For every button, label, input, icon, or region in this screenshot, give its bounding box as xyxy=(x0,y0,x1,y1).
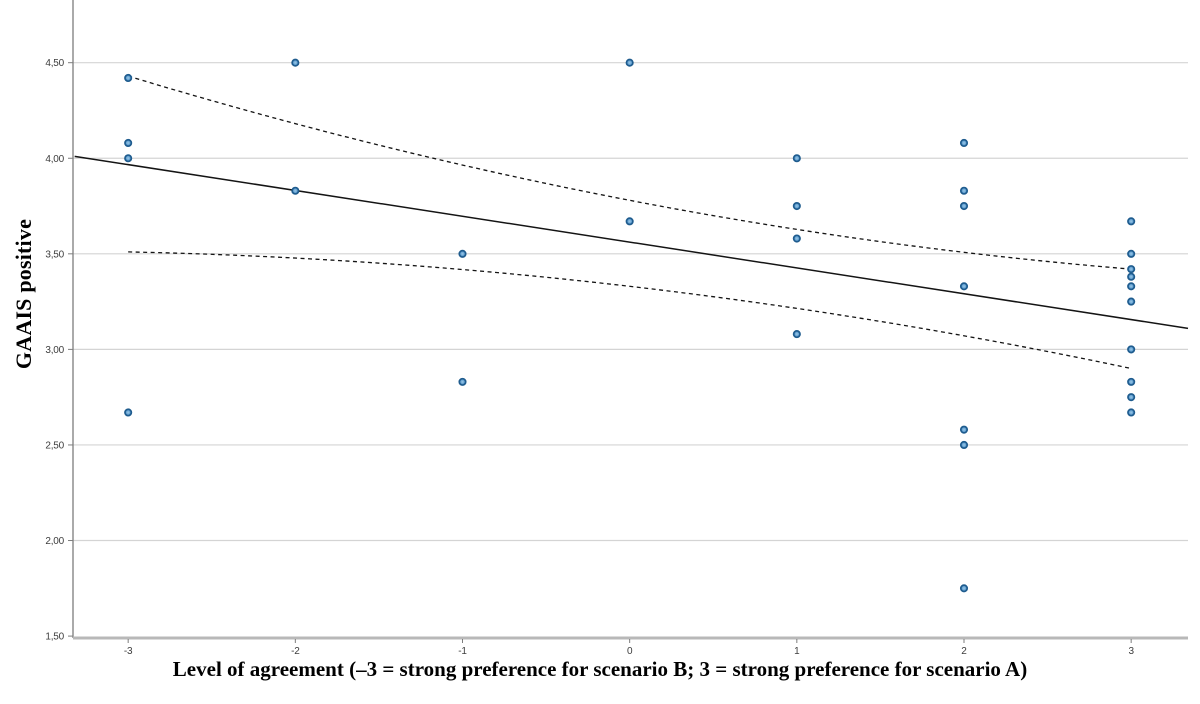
x-axis-title: Level of agreement (–3 = strong preferen… xyxy=(172,657,1028,681)
x-tick-label: -3 xyxy=(124,646,133,657)
x-tick-label: 2 xyxy=(961,646,967,657)
data-point xyxy=(124,73,133,83)
data-point xyxy=(959,186,969,195)
data-point xyxy=(792,201,801,211)
data-point xyxy=(1127,393,1136,402)
data-point xyxy=(1127,297,1136,306)
data-point xyxy=(959,201,969,211)
data-point xyxy=(1127,249,1136,258)
data-point xyxy=(959,440,969,450)
y-tick-label: 2,00 xyxy=(45,536,64,547)
data-point xyxy=(1127,217,1136,226)
data-point xyxy=(792,154,801,163)
x-tick-label: 3 xyxy=(1128,646,1134,657)
x-tick-label: -2 xyxy=(291,646,300,657)
x-tick-label: -1 xyxy=(458,646,467,657)
data-point xyxy=(291,186,300,195)
data-point xyxy=(792,234,801,243)
data-point xyxy=(124,138,133,148)
data-point xyxy=(792,330,801,339)
data-point xyxy=(625,217,634,226)
regression-line xyxy=(74,155,1189,330)
y-tick-label: 2,50 xyxy=(45,440,64,451)
x-tick-label: 0 xyxy=(627,646,633,657)
data-point xyxy=(959,584,969,593)
data-point xyxy=(1127,282,1136,291)
y-tick-label: 3,50 xyxy=(45,249,64,260)
data-point xyxy=(1127,377,1136,386)
data-point xyxy=(291,58,300,67)
y-tick-label: 4,50 xyxy=(45,58,64,69)
data-point xyxy=(1127,272,1136,281)
x-tick-label: 1 xyxy=(794,646,800,657)
y-tick-label: 3,00 xyxy=(45,345,64,356)
ci-upper-line xyxy=(127,75,1132,270)
y-tick-label: 4,00 xyxy=(45,154,64,165)
y-tick-label: 1,50 xyxy=(45,632,64,643)
data-point xyxy=(1127,345,1136,354)
data-point xyxy=(124,408,133,417)
data-point xyxy=(1127,265,1136,274)
data-point xyxy=(458,249,467,258)
data-point xyxy=(458,377,467,386)
data-point xyxy=(959,425,969,434)
data-point xyxy=(124,154,133,163)
y-axis-title: GAAIS positive xyxy=(11,218,36,370)
ci-lower-line xyxy=(128,251,1132,370)
data-point xyxy=(625,58,634,67)
data-point xyxy=(959,282,969,291)
data-point xyxy=(1127,408,1136,417)
data-point xyxy=(959,138,969,148)
